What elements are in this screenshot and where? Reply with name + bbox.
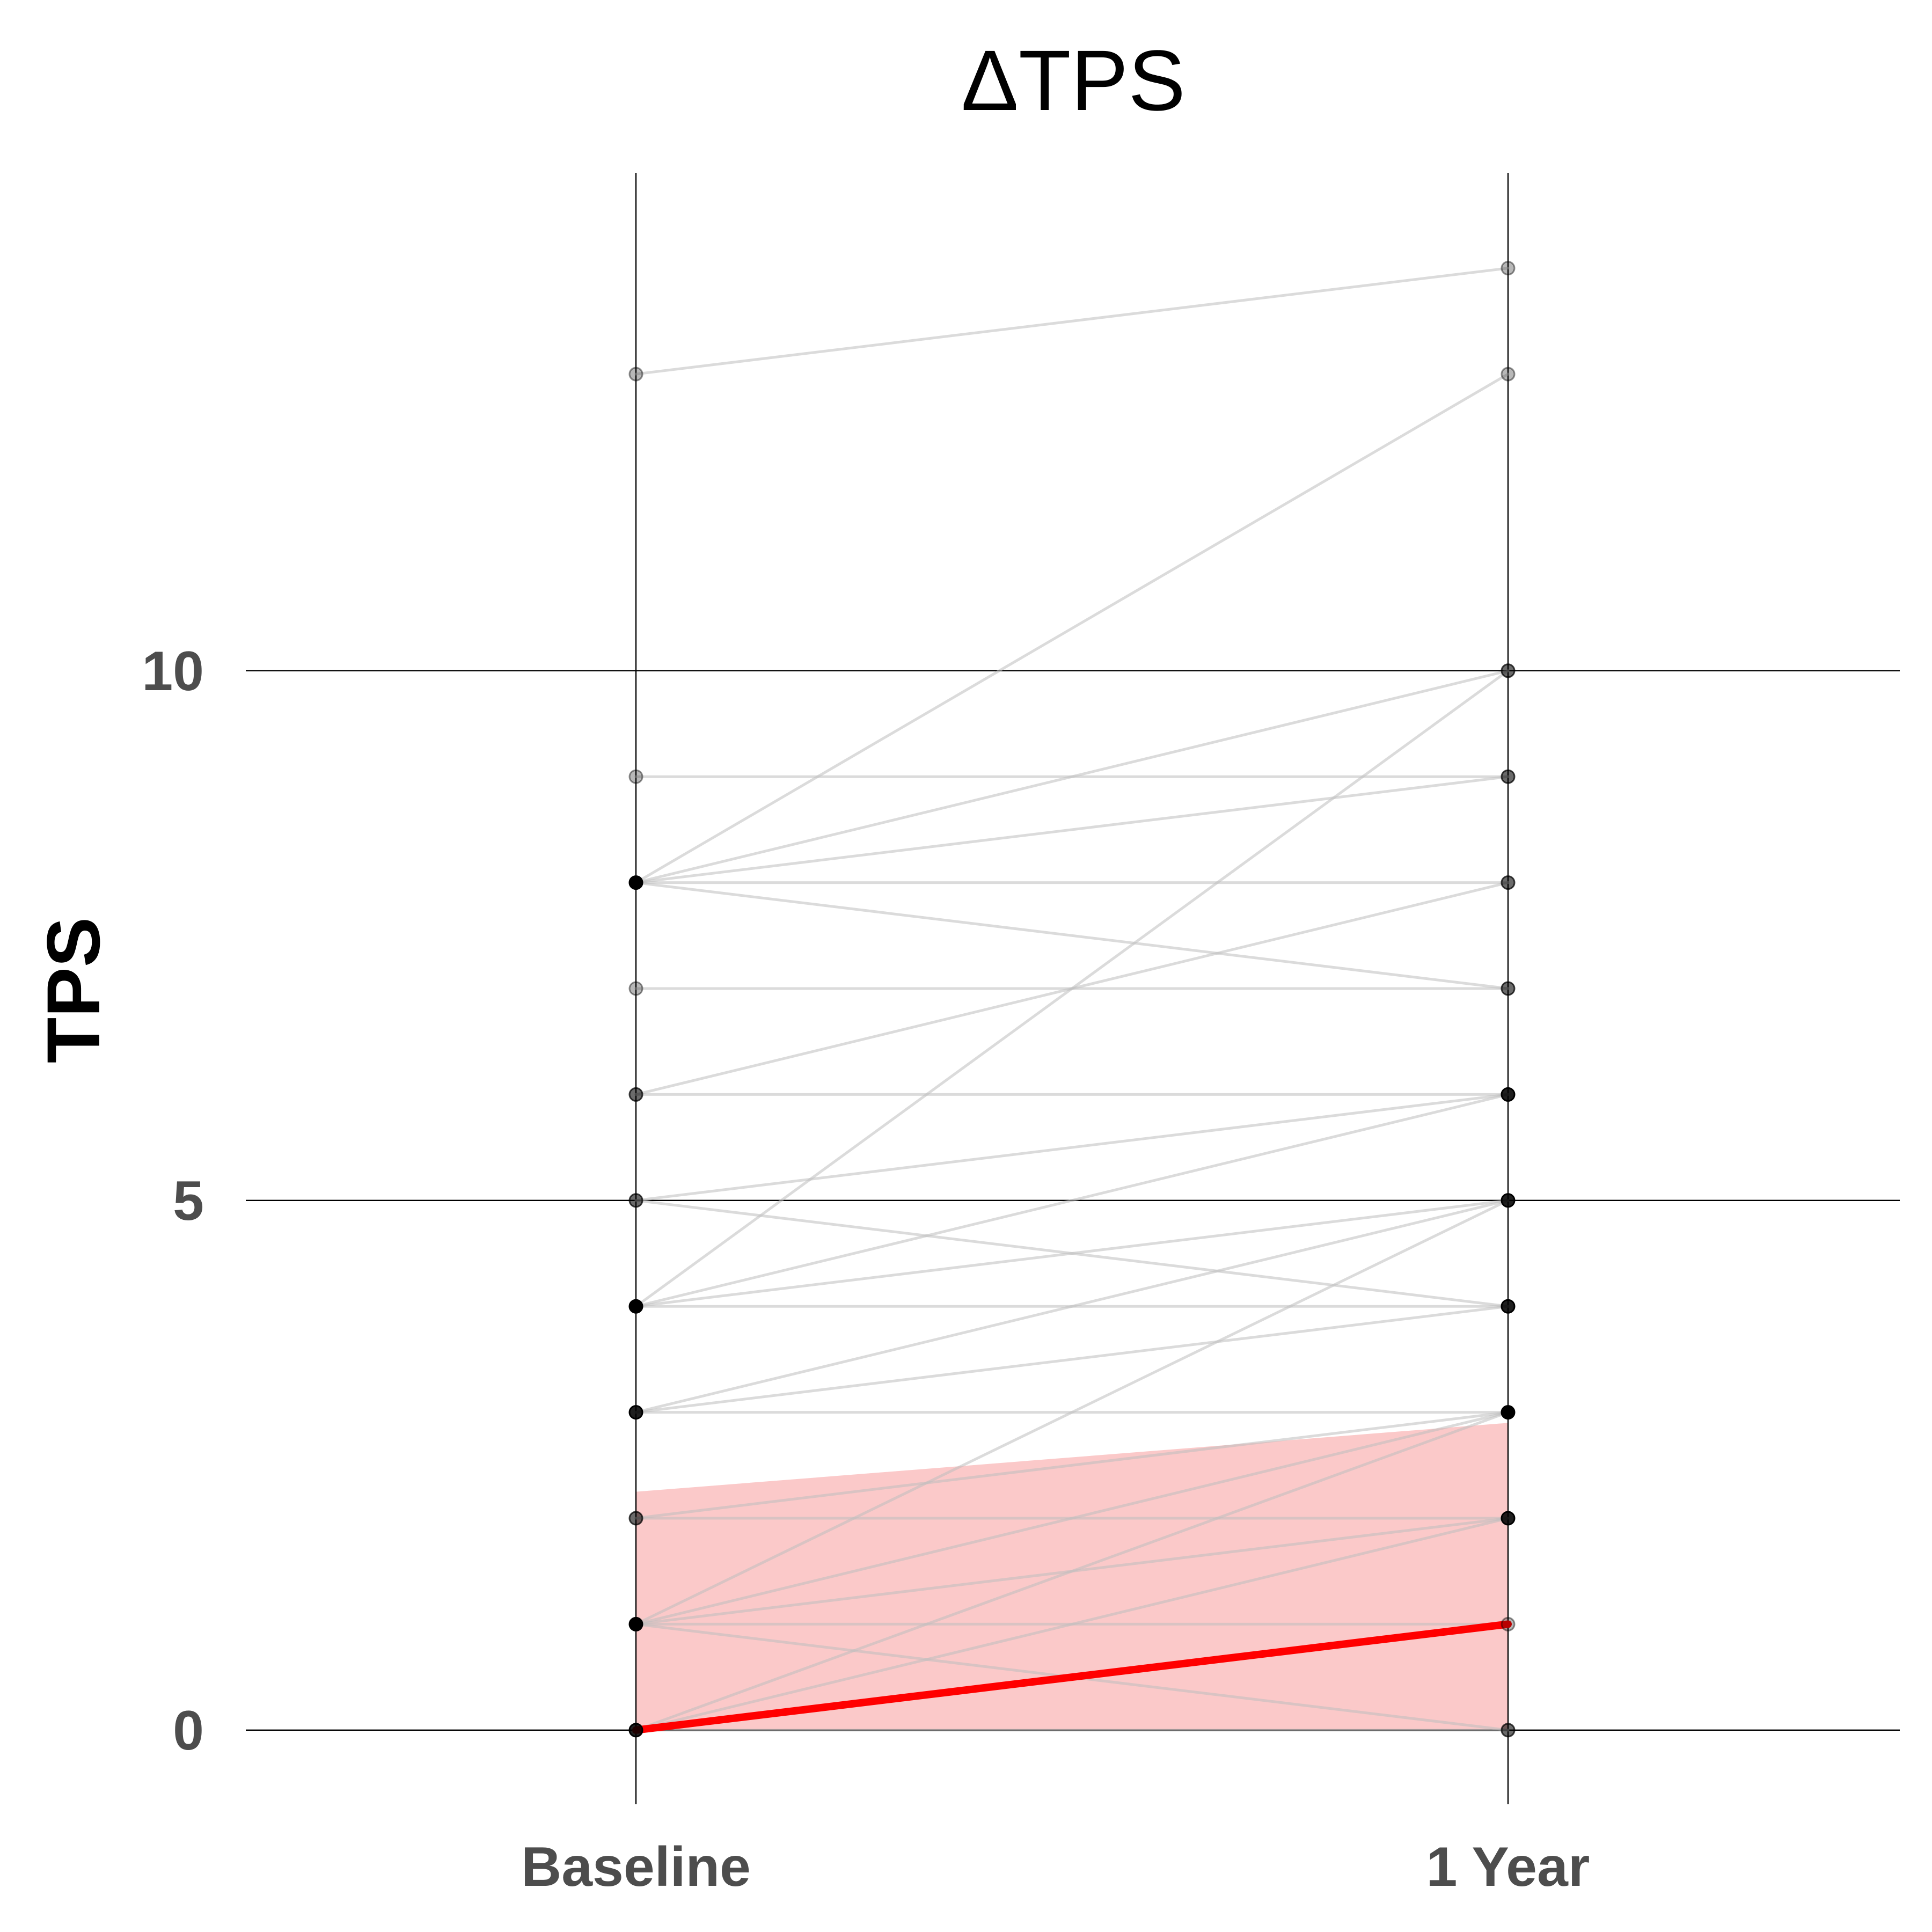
data-point-1year-12.8 xyxy=(1501,367,1516,382)
pair-line-19 xyxy=(634,1411,1510,1520)
data-point-1year-9 xyxy=(1501,769,1516,784)
data-point-baseline-12.8 xyxy=(628,367,643,382)
data-point-1year-8 xyxy=(1501,875,1516,890)
pair-line-17 xyxy=(634,1305,1510,1414)
pair-line-22 xyxy=(634,1411,1510,1626)
y-tick-label-10: 10 xyxy=(142,640,204,702)
point-layer xyxy=(628,261,1516,1738)
data-point-1year-5 xyxy=(1501,1193,1516,1208)
pair-line-10 xyxy=(634,1093,1510,1202)
x-tick-label-1: 1 Year xyxy=(1426,1836,1590,1898)
data-point-baseline-3 xyxy=(628,1405,643,1420)
pair-line-12 xyxy=(634,669,1510,1308)
median-line-layer xyxy=(632,1620,1512,1734)
confidence-band-layer xyxy=(636,1423,1508,1730)
pair-line-14 xyxy=(634,1199,1510,1308)
data-point-baseline-6 xyxy=(628,1087,643,1102)
chart-title: ΔTPS xyxy=(961,32,1185,128)
pair-line-13 xyxy=(634,1093,1510,1308)
data-point-1year-13.8 xyxy=(1501,261,1516,276)
data-point-1year-6 xyxy=(1501,1087,1516,1102)
pair-line-0 xyxy=(634,267,1510,376)
data-point-1year-2 xyxy=(1501,1511,1516,1526)
y-tick-label-0: 0 xyxy=(173,1700,204,1762)
y-tick-label-5: 5 xyxy=(173,1170,204,1232)
pair-line-3 xyxy=(634,775,1510,884)
data-point-1year-1 xyxy=(1501,1616,1516,1631)
pair-line-layer xyxy=(634,267,1510,1732)
data-point-1year-0 xyxy=(1501,1723,1516,1738)
pair-line-21 xyxy=(634,1199,1510,1626)
confidence-band xyxy=(636,1423,1508,1730)
tick-label-layer: 0 5 10 Baseline 1 Year xyxy=(142,640,1590,1898)
x-tick-label-0: Baseline xyxy=(521,1836,751,1898)
data-point-baseline-1 xyxy=(628,1616,643,1631)
pair-line-27 xyxy=(634,1517,1510,1732)
data-point-1year-7 xyxy=(1501,981,1516,996)
data-point-baseline-7 xyxy=(628,981,643,996)
data-point-baseline-5 xyxy=(628,1193,643,1208)
pair-line-26 xyxy=(634,1411,1510,1732)
y-axis-label: TPS xyxy=(31,917,115,1063)
data-point-1year-10 xyxy=(1501,663,1516,678)
pair-line-16 xyxy=(634,1199,1510,1414)
pair-line-1 xyxy=(634,372,1510,884)
data-point-baseline-0 xyxy=(628,1723,643,1738)
median-line xyxy=(632,1620,1512,1734)
data-point-baseline-9 xyxy=(628,769,643,784)
data-point-baseline-8 xyxy=(628,875,643,890)
data-point-baseline-4 xyxy=(628,1299,643,1314)
data-point-1year-3 xyxy=(1501,1405,1516,1420)
data-point-baseline-2 xyxy=(628,1511,643,1526)
pair-line-5 xyxy=(634,881,1510,990)
data-point-1year-4 xyxy=(1501,1299,1516,1314)
